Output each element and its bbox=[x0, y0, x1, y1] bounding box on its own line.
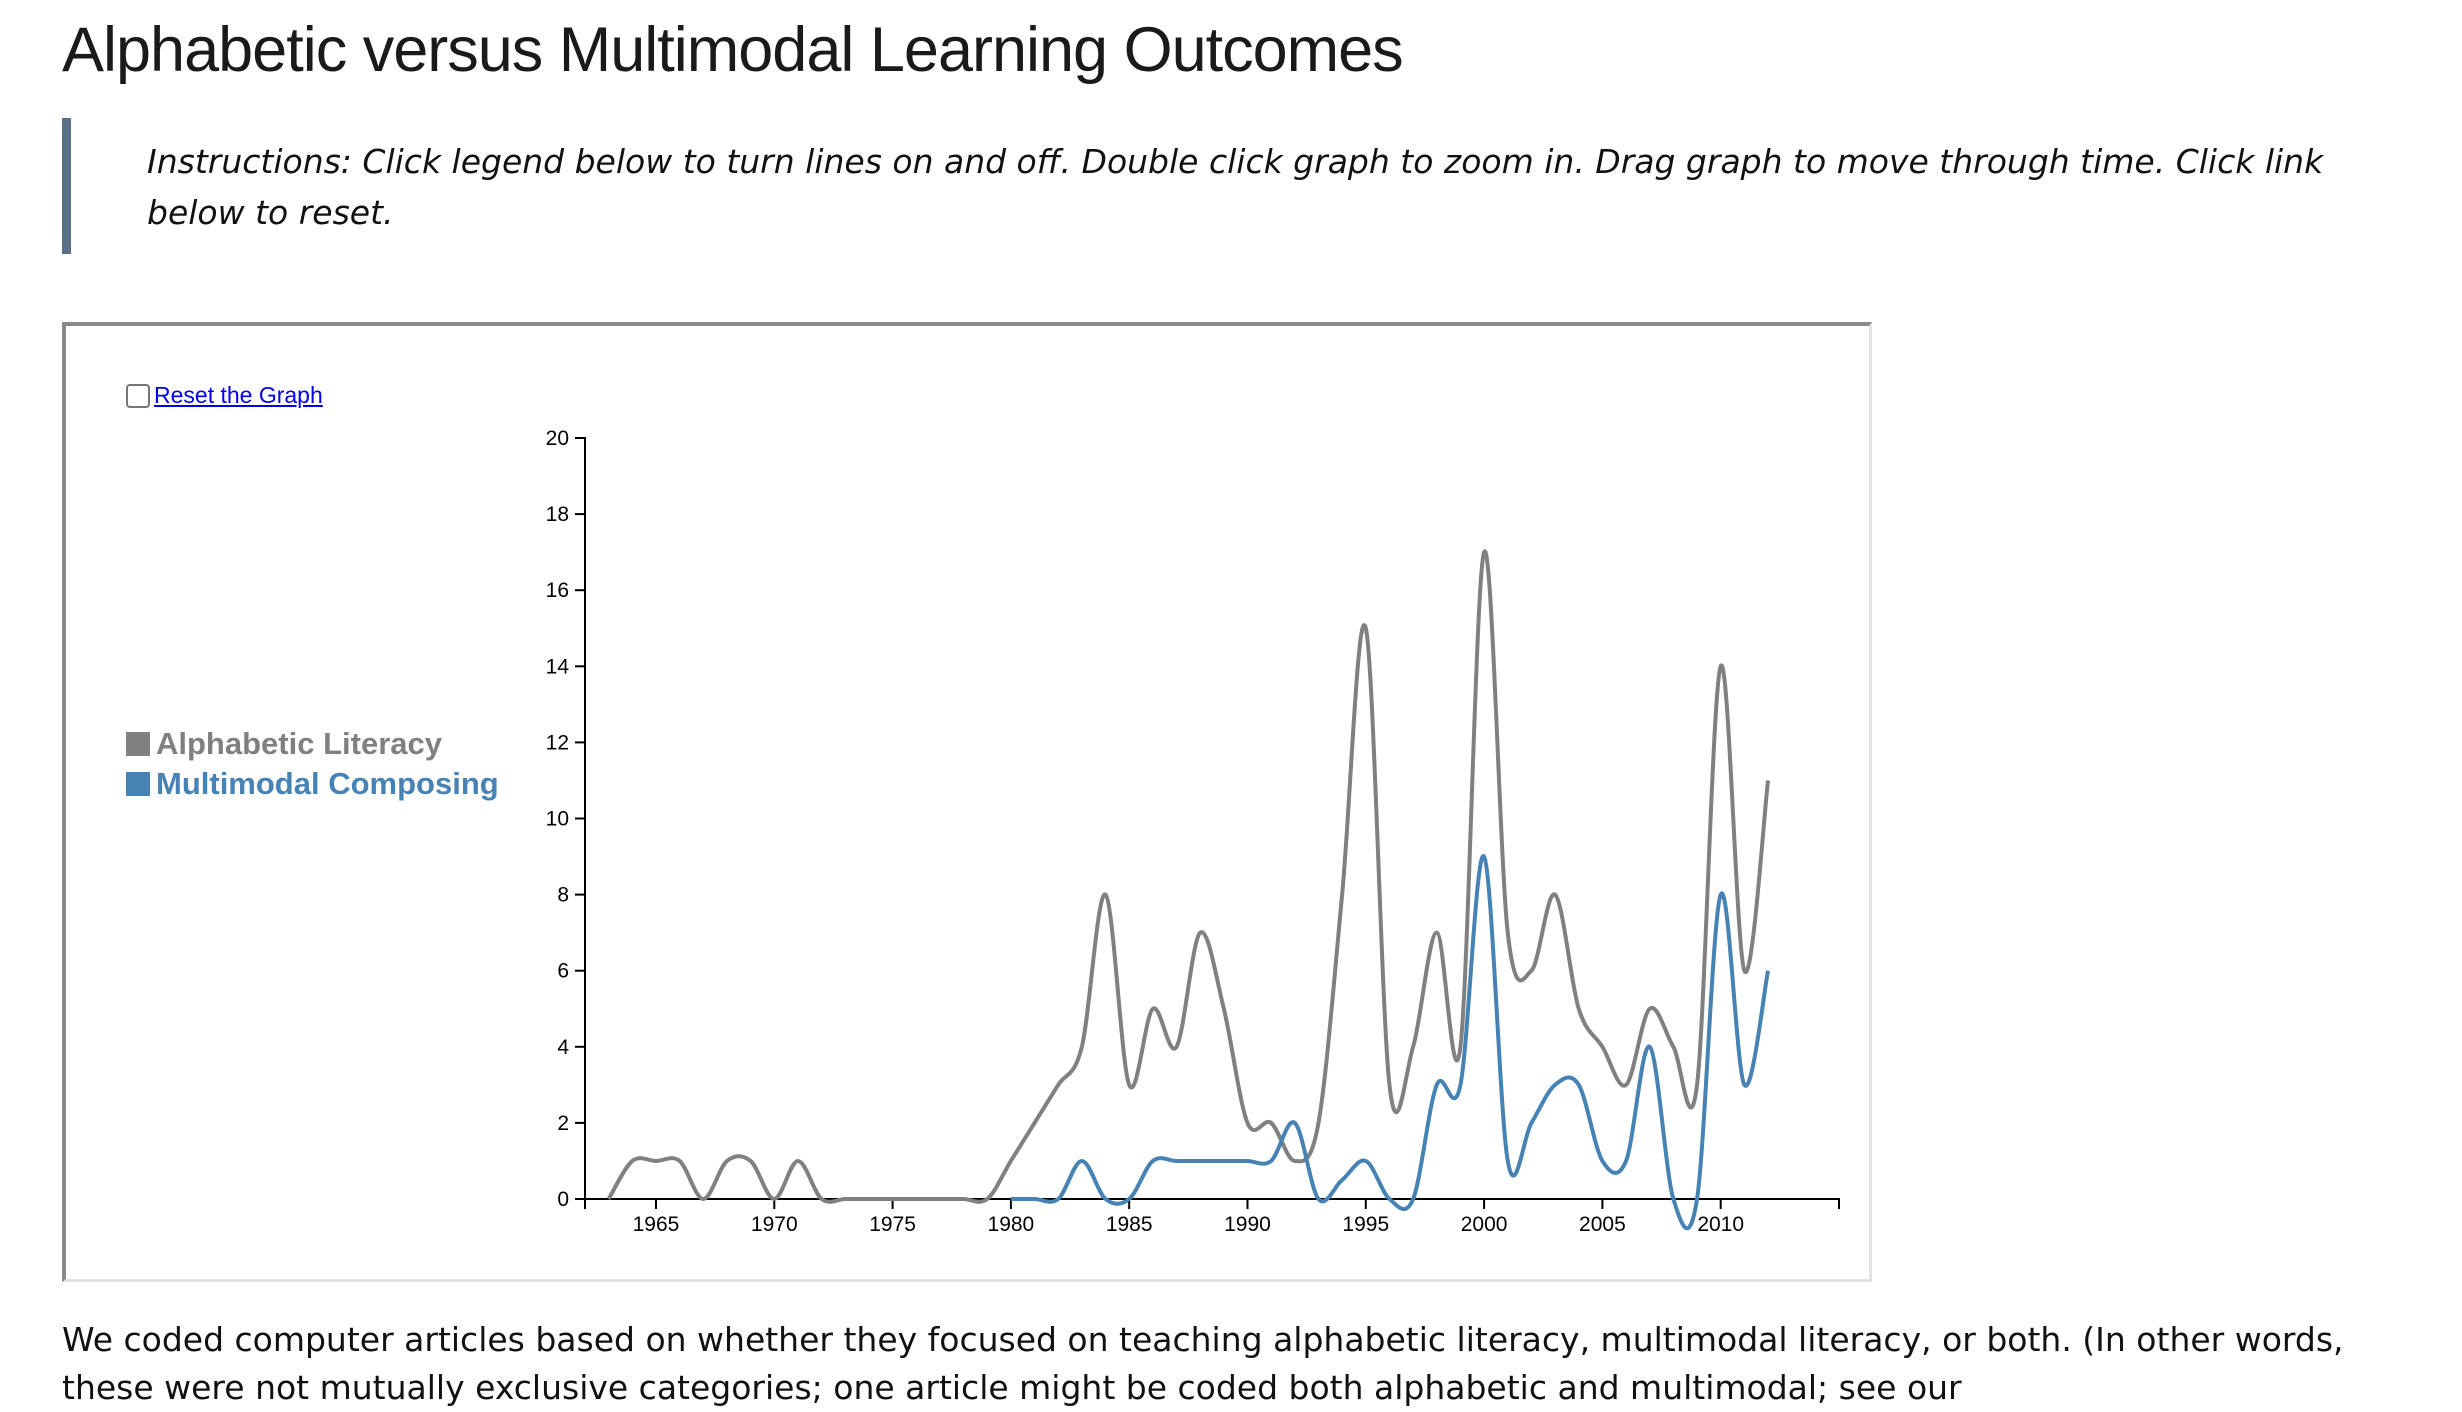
body-paragraph: We coded computer articles based on whet… bbox=[62, 1320, 2344, 1407]
y-tick-label: 4 bbox=[557, 1036, 569, 1059]
chart-frame: 0 2 4 6 8 10 12 14 16 18 20 1965 1970 1975 1980 1985 199… bbox=[62, 322, 1872, 1282]
x-axis-line bbox=[584, 1198, 1840, 1209]
instructions-text: Instructions: Click legend below to turn… bbox=[147, 142, 2324, 232]
y-tick-label: 6 bbox=[557, 960, 569, 983]
x-tick-label: 1965 bbox=[633, 1213, 680, 1236]
legend-swatch bbox=[126, 772, 150, 796]
legend-item-alphabetic-literacy[interactable]: Alphabetic Literacy bbox=[126, 724, 499, 764]
y-tick-label: 10 bbox=[546, 808, 569, 831]
legend-swatch bbox=[126, 732, 150, 756]
x-tick-label: 2005 bbox=[1579, 1213, 1626, 1236]
x-tick-label: 1995 bbox=[1342, 1213, 1389, 1236]
y-tick-label: 20 bbox=[546, 427, 569, 450]
series-line-multimodal-composing bbox=[1010, 854, 1770, 1231]
y-tick-label: 8 bbox=[557, 884, 569, 907]
line-chart[interactable]: 0 2 4 6 8 10 12 14 16 18 20 1965 1970 1975 1980 1985 199… bbox=[66, 326, 1866, 1276]
legend-item-multimodal-composing[interactable]: Multimodal Composing bbox=[126, 764, 499, 804]
page-title: Alphabetic versus Multimodal Learning Ou… bbox=[62, 15, 1404, 85]
y-tick-label: 12 bbox=[546, 731, 569, 754]
y-tick-label: 16 bbox=[546, 579, 569, 602]
x-tick-label: 1970 bbox=[751, 1213, 798, 1236]
chart-legend: Alphabetic Literacy Multimodal Composing bbox=[126, 724, 499, 804]
legend-label: Alphabetic Literacy bbox=[156, 726, 442, 761]
y-tick-label: 2 bbox=[557, 1112, 569, 1135]
x-tick-label: 1985 bbox=[1106, 1213, 1153, 1236]
instructions-blockquote: Instructions: Click legend below to turn… bbox=[62, 118, 2382, 254]
y-tick-label: 14 bbox=[546, 655, 570, 678]
x-tick-label: 2000 bbox=[1461, 1213, 1508, 1236]
reset-checkbox[interactable] bbox=[126, 383, 150, 408]
x-tick-label: 1990 bbox=[1224, 1213, 1271, 1236]
reset-graph-link[interactable]: Reset the Graph bbox=[154, 382, 323, 408]
series-line-alphabetic-literacy bbox=[606, 549, 1771, 1204]
legend-label: Multimodal Composing bbox=[156, 766, 499, 801]
reset-control: Reset the Graph bbox=[126, 382, 323, 409]
y-tick-label: 18 bbox=[546, 503, 569, 526]
y-tick-label: 0 bbox=[557, 1188, 569, 1211]
x-tick-label: 2010 bbox=[1697, 1213, 1744, 1236]
x-tick-label: 1980 bbox=[988, 1213, 1035, 1236]
x-tick-label: 1975 bbox=[869, 1213, 916, 1236]
